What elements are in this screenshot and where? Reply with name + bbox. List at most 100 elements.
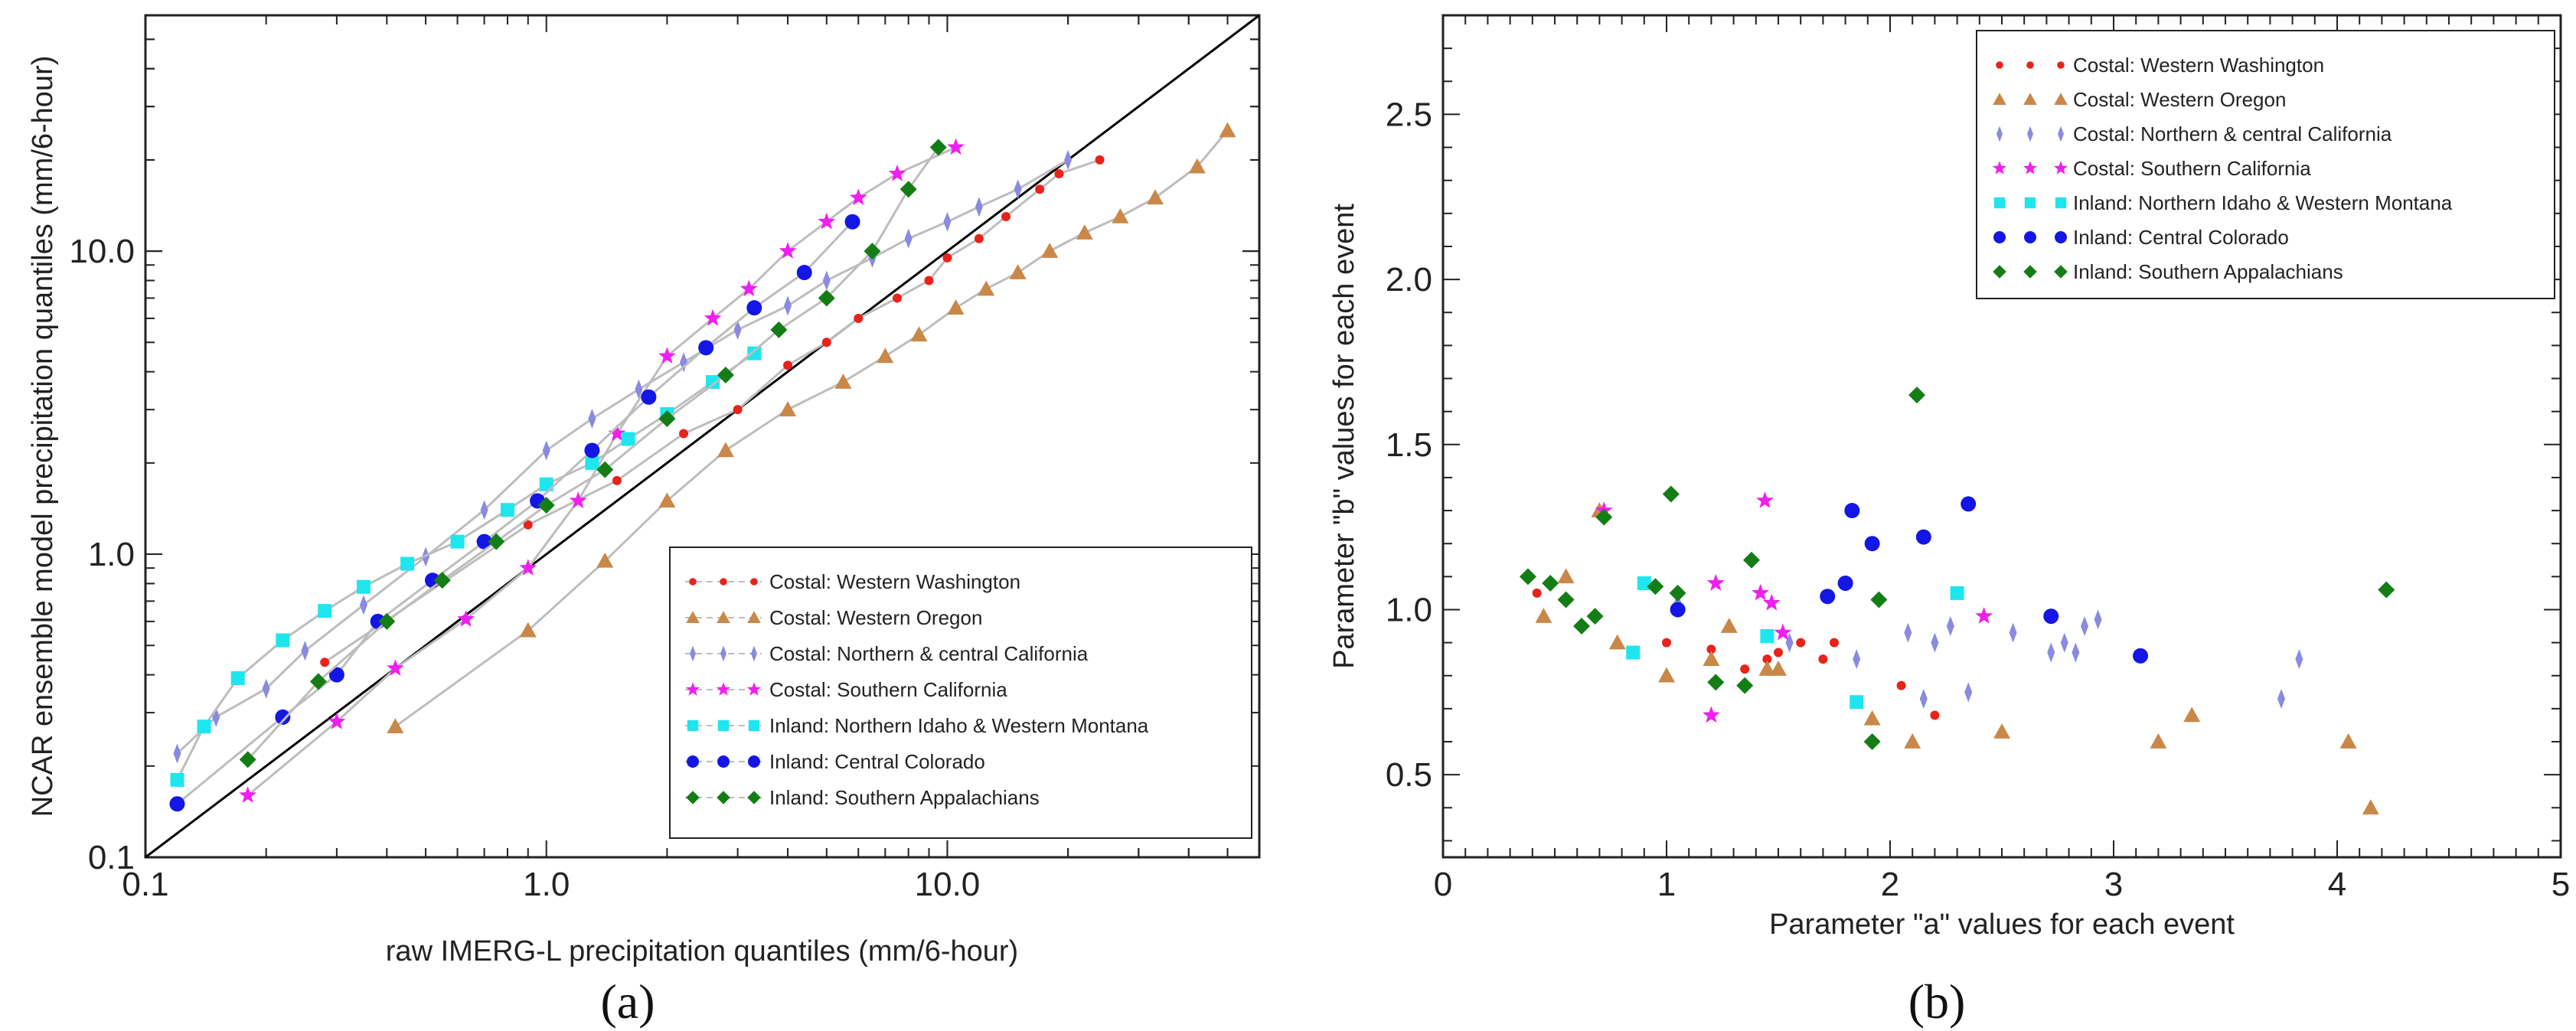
chart-b-legend-marker [2027, 126, 2033, 142]
chart-a-data-point [596, 552, 614, 568]
chart-a-data-point [584, 442, 600, 458]
chart-a-data-point [500, 503, 514, 517]
chart-b-series-costal-northern-central-california [1673, 592, 2303, 709]
chart-a-data-point [588, 409, 596, 429]
chart-b-data-point [1964, 682, 1973, 703]
chart-a-plot-frame [144, 14, 1261, 859]
chart-b-data-point [1785, 632, 1794, 653]
chart-a-data-point [523, 520, 533, 530]
chart-b-series-inland-southern-appalachians [1519, 387, 2395, 751]
chart-b-data-point [1758, 661, 1776, 676]
chart-a-x-tick-label: 1.0 [523, 866, 570, 903]
chart-b-legend-label: Inland: Central Colorado [2073, 226, 2289, 249]
chart-b-data-point [1820, 589, 1836, 605]
chart-b-data-point [1740, 664, 1750, 674]
chart-b-series-costal-southern-california [1595, 491, 1993, 723]
chart-b-legend-marker [2053, 161, 2068, 175]
chart-a-legend-marker [720, 645, 726, 662]
chart-b-data-point [1703, 706, 1720, 723]
chart-a-legend-marker [689, 578, 697, 586]
chart-b-data-point [2295, 649, 2303, 670]
chart-b-data-point [1586, 608, 1604, 625]
chart-a-data-point [1147, 189, 1164, 205]
chart-a-data-point [818, 289, 835, 307]
chart-a-data-point [169, 796, 185, 812]
chart-b-data-point [1774, 648, 1783, 657]
chart-b-data-point [1662, 638, 1671, 648]
chart-b-y-tick-label: 2.0 [1386, 261, 1432, 299]
chart-a-data-point [854, 313, 864, 323]
chart-b-data-point [1557, 568, 1575, 584]
chart-b-data-point [2362, 799, 2379, 815]
chart-a-legend-label: Inland: Northern Idaho & Western Montana [769, 714, 1149, 737]
chart-b-legend-label: Inland: Southern Appalachians [2073, 260, 2343, 283]
chart-b-data-point [1535, 608, 1552, 623]
chart-b-x-tick-label: 0 [1434, 866, 1452, 903]
chart-b-data-point [1864, 536, 1880, 552]
chart-a-data-point [387, 718, 404, 734]
chart-b-data-point [1658, 667, 1675, 683]
chart-a-data-point [1009, 264, 1027, 279]
chart-a-x-tick-label: 0.1 [122, 866, 168, 903]
chart-a-y-tick-label: 1.0 [88, 536, 135, 573]
chart-a-legend-marker [720, 578, 727, 586]
chart-a-data-point [784, 295, 792, 316]
chart-b-series-costal-western-washington [1532, 588, 1940, 720]
chart-b-data-point [1707, 674, 1725, 691]
chart-b-data-point [1818, 654, 1828, 664]
chart-b-data-point [2150, 733, 2167, 749]
chart-b-data-point [1908, 387, 1926, 404]
chart-b: 0 1 2 3 4 5 0.5 1.0 1.5 2.0 2.5 Costal: Western Wa… [1328, 14, 2570, 1029]
chart-a-data-point [888, 165, 906, 181]
chart-b-legend-marker [1993, 197, 2006, 209]
chart-b-data-point [1573, 618, 1591, 635]
chart-a-data-point [450, 534, 465, 549]
chart-a-data-point [899, 181, 917, 198]
chart-b-data-point [2047, 642, 2055, 663]
chart-a-data-point [197, 719, 211, 734]
chart-a-legend-marker [717, 755, 730, 768]
chart-b-legend-marker [2024, 231, 2036, 243]
chart-b-data-point [1774, 623, 1792, 641]
chart-b-data-point [1863, 733, 1881, 751]
chart-a-data-point [356, 579, 371, 594]
chart-a-data-point [704, 308, 722, 326]
chart-b-data-point [1930, 710, 1940, 720]
chart-b-series-costal-western-oregon [1535, 502, 2379, 815]
chart-a-legend-label: Costal: Western Washington [769, 570, 1020, 593]
chart-b-data-point [2133, 648, 2149, 664]
chart-a-data-point [698, 340, 714, 356]
chart-b-data-point [1626, 645, 1641, 660]
chart-a-data-point [378, 612, 396, 630]
chart-a-data-point [779, 401, 797, 416]
chart-b-data-point [2009, 622, 2017, 643]
chart-a-data-point [1014, 179, 1022, 200]
chart-a-data-point [849, 188, 867, 206]
chart-a-data-point [480, 500, 488, 520]
chart-b-legend-label: Costal: Western Washington [2073, 54, 2324, 77]
chart-a-data-point [519, 559, 537, 576]
chart-a-data-point [658, 492, 676, 508]
chart-a-legend-marker [717, 791, 730, 804]
chart-a-legend-marker [686, 791, 700, 804]
chart-b-data-point [1770, 661, 1787, 676]
chart-b-data-point [2378, 581, 2395, 599]
chart-b-legend-label: Costal: Southern California [2073, 157, 2311, 180]
chart-a-data-point [433, 572, 451, 589]
chart-b-legend-box [1976, 30, 2555, 299]
chart-a-data-point [779, 242, 797, 259]
chart-a-data-point [818, 212, 836, 230]
chart-a-series-inland-southern-appalachians [239, 139, 947, 768]
chart-a-series-line [176, 158, 1069, 755]
chart-b-data-point [1904, 622, 1912, 643]
chart-b-data-point [1830, 638, 1839, 648]
chart-b-data-point [1762, 654, 1772, 664]
chart-b-legend-marker [2023, 265, 2037, 279]
chart-a-series-costal-northern-central-california [173, 149, 1073, 764]
chart-b-data-point [1756, 491, 1774, 508]
chart-b-data-point [1608, 634, 1626, 650]
chart-a-data-point [747, 346, 762, 361]
chart-b-data-point [1931, 632, 1939, 653]
chart-a-data-point [1041, 243, 1059, 258]
chart-a-data-point [864, 243, 881, 260]
